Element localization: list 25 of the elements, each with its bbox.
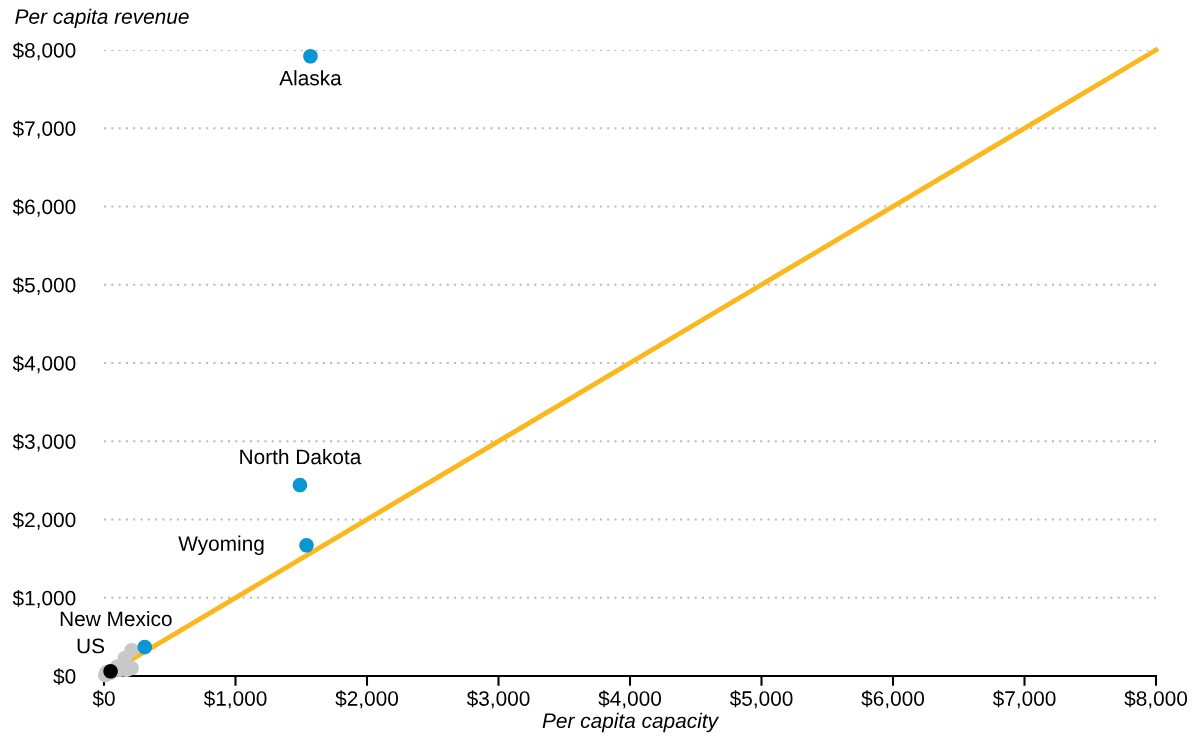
y-tick-label: $3,000 xyxy=(12,433,76,452)
x-tick-label: $1,000 xyxy=(203,690,267,709)
x-tick-label: $4,000 xyxy=(598,690,662,709)
x-tick-label: $7,000 xyxy=(992,690,1056,709)
y-axis-title: Per capita revenue xyxy=(15,8,189,29)
y-tick-label: $4,000 xyxy=(12,355,76,374)
y-tick-label: $0 xyxy=(53,668,76,685)
annotation: North Dakota xyxy=(240,448,362,465)
x-tick-label: $5,000 xyxy=(729,690,793,709)
x-tick-label: $6,000 xyxy=(861,690,925,709)
y-tick-label: $1,000 xyxy=(12,589,76,608)
y-tick-label: $8,000 xyxy=(12,42,76,61)
x-tick-label: $3,000 xyxy=(466,690,530,709)
annotation: Wyoming xyxy=(178,535,264,556)
x-tick-label: $0 xyxy=(92,690,115,708)
annotation: US xyxy=(77,638,105,654)
y-tick-label: $6,000 xyxy=(12,198,76,217)
y-tick-label: $2,000 xyxy=(12,511,76,530)
annotation: New Mexico xyxy=(60,610,172,627)
x-tick-label: $8,000 xyxy=(1124,690,1188,709)
annotation: Alaska xyxy=(279,70,342,86)
x-axis-title: Per capita capacity xyxy=(542,712,720,733)
x-tick-label: $2,000 xyxy=(335,690,399,709)
y-tick-label: $5,000 xyxy=(12,276,76,295)
y-tick-label: $7,000 xyxy=(12,120,76,139)
